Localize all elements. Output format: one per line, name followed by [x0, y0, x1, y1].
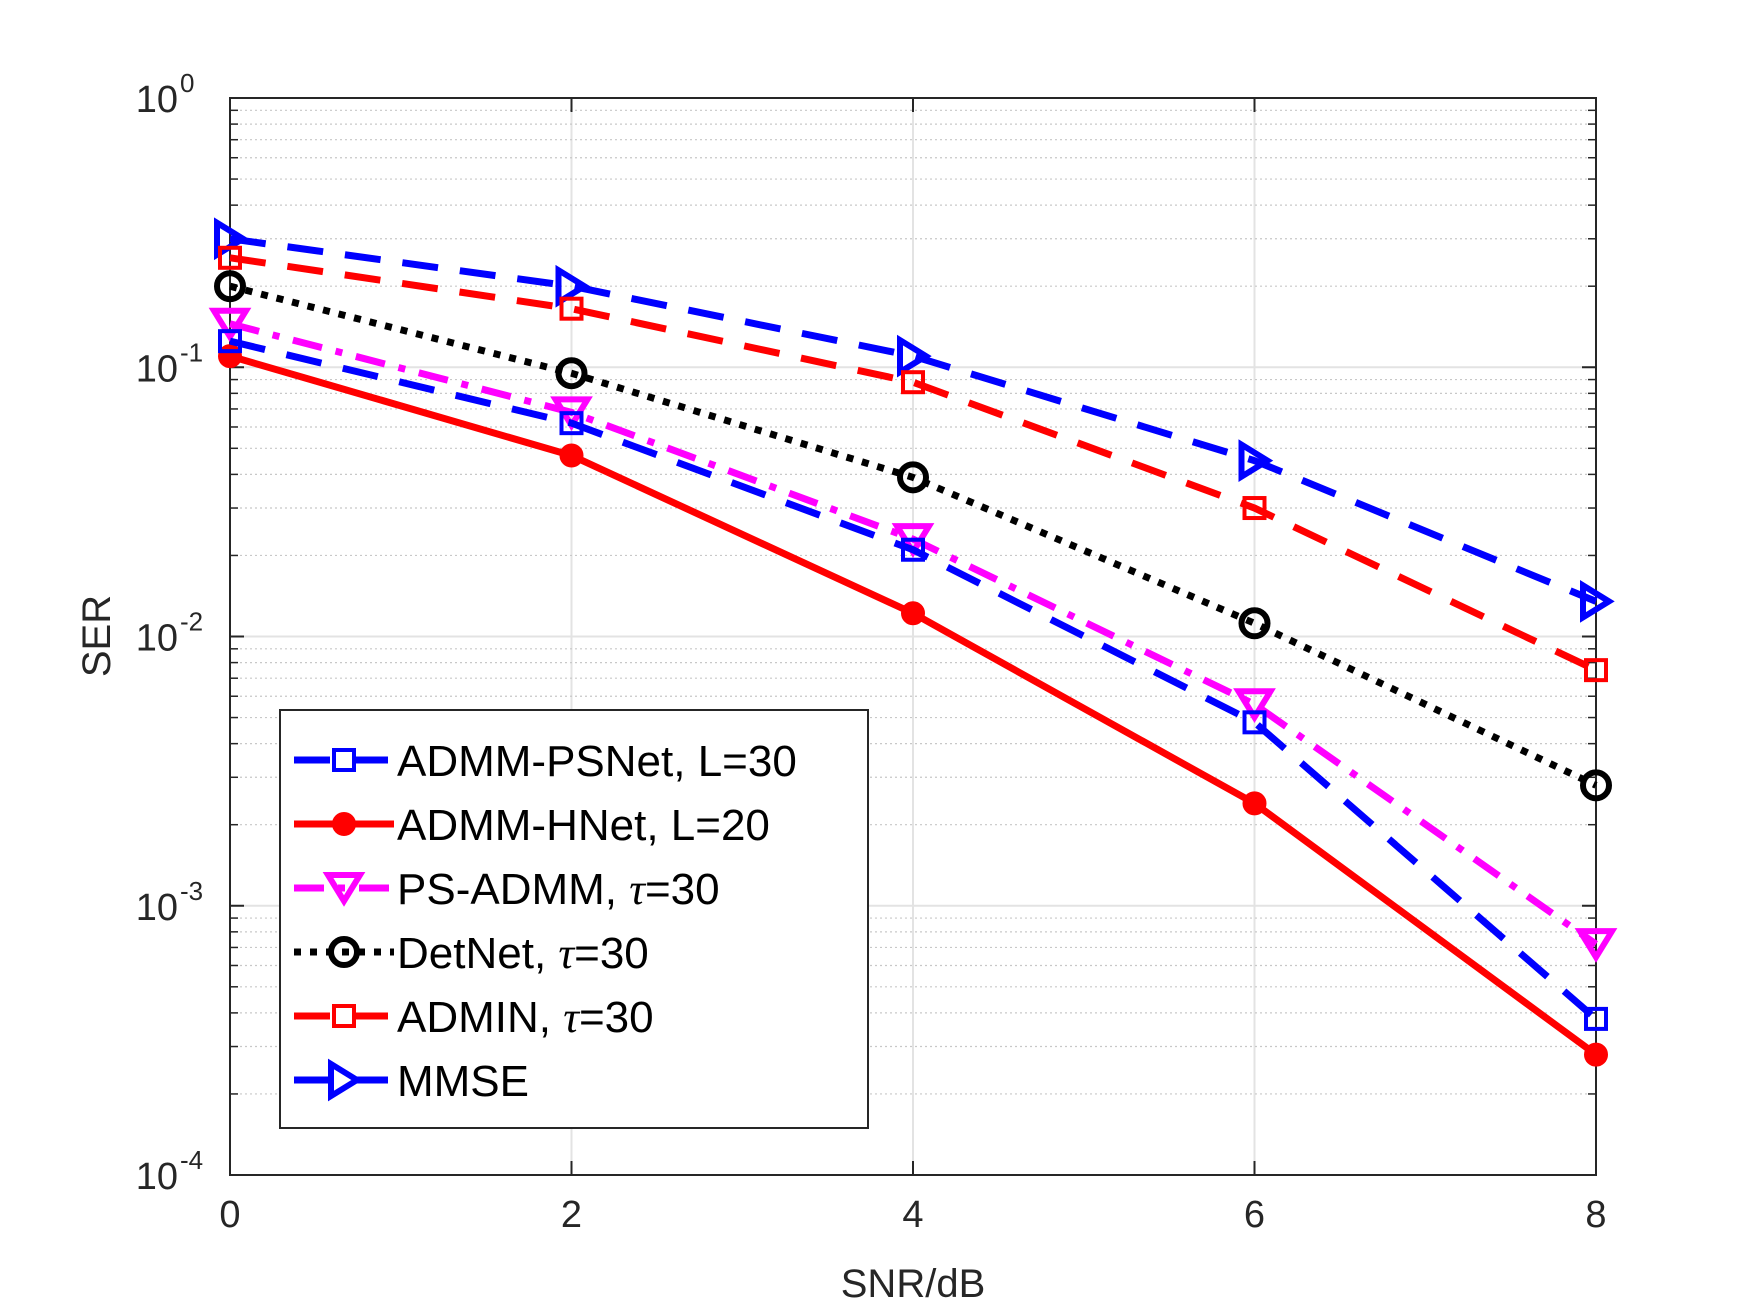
square-marker	[1242, 496, 1267, 521]
series-admm-hnet-l-20	[218, 344, 1608, 1067]
series-line	[229, 235, 1598, 605]
y-tick-label: 10	[136, 79, 178, 121]
legend-label-tau: τ	[563, 993, 581, 1042]
square-marker	[332, 748, 356, 772]
triangle-right-marker	[897, 334, 932, 378]
open-circle-marker	[328, 936, 360, 968]
legend-label-main: ADMIN,	[397, 993, 563, 1042]
x-tick-label: 8	[1585, 1194, 1606, 1236]
y-tick-label: 10	[136, 887, 178, 929]
filled-circle-marker	[218, 344, 242, 369]
legend-label-main: DetNet,	[397, 929, 558, 978]
square-marker	[218, 245, 242, 270]
y-tick-exponent: -3	[180, 876, 203, 906]
legend-item: PS-ADMM, τ=30	[294, 865, 720, 914]
x-axis-title: SNR/dB	[841, 1262, 986, 1306]
square-marker	[901, 537, 925, 562]
square-marker	[559, 411, 584, 436]
legend-label-main: ADMM-PSNet, L=30	[397, 737, 797, 786]
series-admin-30	[218, 245, 1608, 683]
legend-item: DetNet, τ=30	[294, 929, 649, 978]
legend-label: PS-ADMM, τ=30	[397, 865, 720, 914]
open-circle-marker	[897, 461, 929, 494]
legend-item: ADMM-HNet, L=20	[294, 801, 770, 850]
legend-label-tau: τ	[629, 865, 647, 914]
square-marker	[1584, 658, 1608, 683]
x-tick-label: 2	[561, 1194, 582, 1236]
open-circle-marker	[555, 357, 588, 390]
legend-item: ADMIN, τ=30	[294, 993, 654, 1042]
filled-circle-marker	[559, 443, 584, 468]
triangle-right-marker	[1238, 439, 1274, 482]
legend-label-main: MMSE	[397, 1057, 529, 1106]
filled-circle-marker	[901, 601, 925, 626]
y-tick-label: 10	[136, 348, 178, 390]
series-line	[229, 282, 1598, 789]
legend-label: ADMIN, τ=30	[397, 993, 654, 1042]
y-tick-exponent: -1	[180, 337, 203, 367]
square-marker	[901, 370, 925, 395]
legend-label-tail: =30	[579, 993, 654, 1042]
legend-item: MMSE	[294, 1057, 529, 1106]
square-marker	[1242, 710, 1267, 735]
legend-box	[279, 709, 869, 1129]
x-tick-label: 6	[1244, 1194, 1265, 1236]
legend-label-tail: =30	[574, 929, 649, 978]
series-admm-psnet-l-30	[218, 329, 1608, 1031]
y-tick-exponent: -4	[180, 1145, 203, 1175]
square-marker	[559, 296, 584, 321]
open-circle-marker	[214, 270, 246, 303]
y-tick-label: 10	[136, 618, 178, 660]
legend-label: ADMM-HNet, L=20	[397, 801, 770, 850]
square-marker	[332, 1004, 356, 1028]
series-detnet-30	[214, 270, 1612, 802]
filled-circle-marker	[332, 812, 356, 836]
triangle-down-marker	[1233, 688, 1276, 724]
square-marker	[1584, 1006, 1608, 1031]
y-tick-exponent: 0	[180, 68, 194, 98]
legend-label: ADMM-PSNet, L=30	[397, 737, 797, 786]
open-circle-marker	[1238, 607, 1271, 640]
open-circle-marker	[1580, 769, 1612, 802]
triangle-right-marker	[555, 264, 591, 308]
series-layer	[208, 217, 1618, 1067]
y-tick-exponent: -2	[180, 607, 203, 637]
triangle-down-marker	[208, 307, 252, 343]
square-marker	[218, 329, 242, 354]
filled-circle-marker	[1242, 791, 1267, 816]
triangle-right-marker	[1580, 580, 1615, 623]
legend-item: ADMM-PSNet, L=30	[294, 737, 797, 786]
y-axis-title: SER	[75, 595, 119, 677]
x-tick-label: 0	[219, 1194, 240, 1236]
x-tick-label: 4	[902, 1194, 923, 1236]
legend-label: DetNet, τ=30	[397, 929, 649, 978]
legend-label-main: ADMM-HNet, L=20	[397, 801, 770, 850]
series-line	[229, 337, 1599, 1022]
legend-label-tail: =30	[645, 865, 720, 914]
triangle-down-marker	[322, 872, 366, 907]
legend: ADMM-PSNet, L=30 ADMM-HNet, L=20 PS-ADMM, …	[279, 709, 869, 1129]
legend-label-tau: τ	[558, 929, 576, 978]
filled-circle-marker	[1584, 1042, 1608, 1067]
legend-label: MMSE	[397, 1057, 529, 1106]
triangle-down-marker	[1574, 928, 1618, 963]
series-line	[229, 254, 1598, 674]
y-tick-label: 10	[136, 1156, 178, 1198]
legend-label-main: PS-ADMM,	[397, 865, 629, 914]
triangle-right-marker	[328, 1058, 363, 1102]
